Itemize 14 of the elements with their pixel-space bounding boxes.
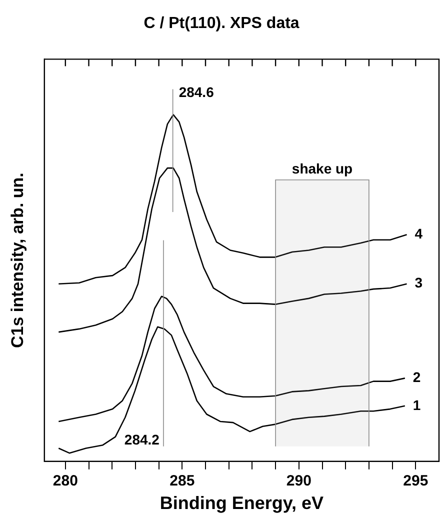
ref-line-label: 284.2 <box>124 431 160 448</box>
y-axis-title: C1s intensity, arb. un. <box>8 172 27 348</box>
ref-line-label: 284.6 <box>178 84 214 100</box>
series-label: 3 <box>414 274 423 291</box>
series-label: 1 <box>412 396 421 413</box>
band-label: shake up <box>292 160 353 177</box>
series-label: 2 <box>412 369 421 386</box>
x-tick-label: 290 <box>286 472 312 490</box>
series-label: 4 <box>414 226 423 242</box>
x-tick-label: 280 <box>52 472 78 490</box>
chart-title: C / Pt(110). XPS data <box>144 15 300 32</box>
x-tick-label: 295 <box>403 472 428 490</box>
x-tick-label: 285 <box>170 472 195 490</box>
x-axis-title: Binding Energy, eV <box>160 493 324 514</box>
